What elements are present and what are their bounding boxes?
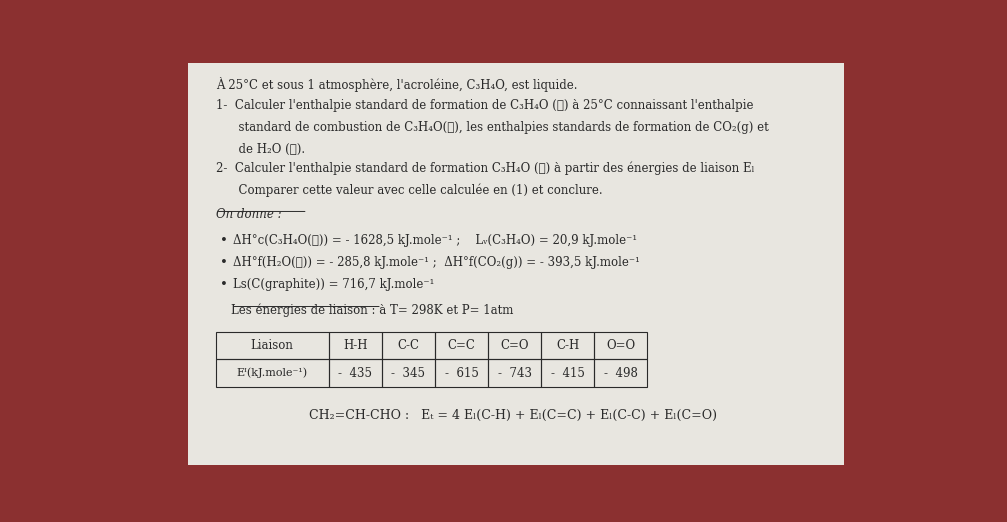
Bar xyxy=(594,332,648,359)
Bar xyxy=(328,332,382,359)
Text: -  498: - 498 xyxy=(604,366,637,379)
Text: H-H: H-H xyxy=(343,339,368,352)
Text: -  435: - 435 xyxy=(338,366,373,379)
Text: ΔH°f(H₂O(ℓ)) = - 285,8 kJ.mole⁻¹ ;  ΔH°f(CO₂(g)) = - 393,5 kJ.mole⁻¹: ΔH°f(H₂O(ℓ)) = - 285,8 kJ.mole⁻¹ ; ΔH°f(… xyxy=(233,256,639,269)
Text: Les énergies de liaison : à T= 298K et P= 1atm: Les énergies de liaison : à T= 298K et P… xyxy=(232,303,514,317)
Text: Liaison: Liaison xyxy=(251,339,294,352)
Bar xyxy=(382,332,435,359)
Text: •: • xyxy=(220,234,228,247)
Bar xyxy=(488,359,541,387)
Text: •: • xyxy=(220,278,228,291)
Text: -  415: - 415 xyxy=(551,366,584,379)
Text: -  615: - 615 xyxy=(444,366,478,379)
Text: ΔH°c(C₃H₄O(ℓ)) = - 1628,5 kJ.mole⁻¹ ;    Lᵥ(C₃H₄O) = 20,9 kJ.mole⁻¹: ΔH°c(C₃H₄O(ℓ)) = - 1628,5 kJ.mole⁻¹ ; Lᵥ… xyxy=(233,234,636,247)
Text: C=O: C=O xyxy=(500,339,529,352)
Bar xyxy=(435,359,488,387)
Text: CH₂=CH-CHO :   Eₜ = 4 Eₗ(C-H) + Eₗ(C=C) + Eₗ(C-C) + Eₗ(C=O): CH₂=CH-CHO : Eₜ = 4 Eₗ(C-H) + Eₗ(C=C) + … xyxy=(309,409,717,422)
Bar xyxy=(488,332,541,359)
Text: standard de combustion de C₃H₄O(ℓ), les enthalpies standards de formation de CO₂: standard de combustion de C₃H₄O(ℓ), les … xyxy=(215,121,768,134)
Text: -  743: - 743 xyxy=(497,366,532,379)
Text: de H₂O (ℓ).: de H₂O (ℓ). xyxy=(215,143,305,156)
Bar xyxy=(541,359,594,387)
Bar xyxy=(541,332,594,359)
Bar xyxy=(382,359,435,387)
Text: Eᴵ(kJ.mole⁻¹): Eᴵ(kJ.mole⁻¹) xyxy=(237,368,308,378)
Text: À 25°C et sous 1 atmosphère, l'acroléine, C₃H₄O, est liquide.: À 25°C et sous 1 atmosphère, l'acroléine… xyxy=(215,77,577,92)
Text: O=O: O=O xyxy=(606,339,635,352)
Bar xyxy=(215,332,328,359)
Text: C=C: C=C xyxy=(447,339,475,352)
Text: On donne :: On donne : xyxy=(215,208,281,221)
Text: Comparer cette valeur avec celle calculée en (1) et conclure.: Comparer cette valeur avec celle calculé… xyxy=(215,184,602,197)
Text: •: • xyxy=(220,256,228,269)
Text: 1-  Calculer l'enthalpie standard de formation de C₃H₄O (ℓ) à 25°C connaissant l: 1- Calculer l'enthalpie standard de form… xyxy=(215,99,753,112)
Bar xyxy=(594,359,648,387)
Bar xyxy=(188,63,844,465)
Text: -  345: - 345 xyxy=(392,366,425,379)
Text: C-H: C-H xyxy=(556,339,579,352)
Bar xyxy=(215,359,328,387)
Text: 2-  Calculer l'enthalpie standard de formation C₃H₄O (ℓ) à partir des énergies d: 2- Calculer l'enthalpie standard de form… xyxy=(215,162,754,175)
Bar xyxy=(435,332,488,359)
Text: Ls(C(graphite)) = 716,7 kJ.mole⁻¹: Ls(C(graphite)) = 716,7 kJ.mole⁻¹ xyxy=(233,278,434,291)
Bar xyxy=(328,359,382,387)
Text: C-C: C-C xyxy=(398,339,419,352)
